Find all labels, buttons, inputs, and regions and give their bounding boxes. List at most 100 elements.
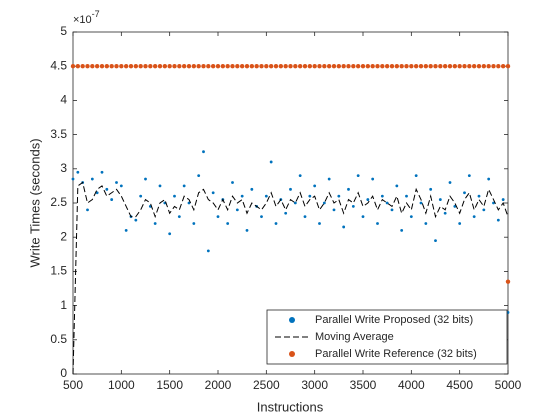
data-point [173,194,176,198]
data-point [250,187,254,191]
data-point [327,177,331,181]
data-point [254,63,259,69]
data-point [128,63,134,69]
data-point [380,63,385,69]
data-point [501,198,505,201]
data-point [104,63,110,69]
data-point [404,63,409,69]
data-point [366,198,370,201]
data-point [360,63,366,69]
data-point [326,63,332,69]
data-point [491,63,496,69]
data-point [297,63,303,69]
data-point [370,63,375,69]
data-point [361,215,365,219]
data-point [99,63,105,69]
data-point [182,184,186,188]
data-point [486,63,491,69]
data-point [487,177,491,181]
y-tick-label: 2 [60,229,67,243]
data-point [225,63,230,69]
data-point [206,249,210,253]
data-point [500,63,506,69]
data-point [216,215,220,219]
data-point [268,63,274,69]
data-point [413,63,419,69]
data-point [453,205,457,208]
legend-swatch [289,317,295,323]
data-point [75,63,81,69]
data-point [322,63,327,69]
data-point [249,63,255,69]
data-point [110,198,114,201]
data-point [115,181,118,184]
data-point [210,63,216,69]
x-tick-label: 500 [63,378,83,392]
x-tick-label: 1000 [108,378,135,392]
data-point [438,198,442,201]
y-exponent-base: ×10 [73,14,92,26]
data-point [123,63,129,69]
data-point [342,225,346,229]
data-point [100,170,104,174]
x-tick-label: 5000 [495,378,522,392]
data-point [351,63,356,69]
data-point [434,239,437,243]
data-point [235,63,240,69]
data-point [80,63,85,69]
data-point [202,150,205,154]
data-point [452,63,458,69]
data-point [231,181,234,184]
data-point [274,222,278,225]
data-point [226,222,230,225]
data-point [152,63,158,69]
data-point [356,174,360,178]
data-point [448,181,452,184]
data-point [95,191,99,195]
data-point [177,215,181,219]
data-point [139,194,143,198]
data-point [405,194,408,198]
data-point [462,63,467,69]
y-tick-label: 4 [60,93,67,107]
data-point [492,201,495,205]
data-point [423,63,429,69]
data-point [259,63,264,69]
data-point [181,63,187,69]
data-point [346,63,351,69]
data-point [394,63,400,69]
x-tick-label: 2500 [253,378,280,392]
x-axis-label: Instructions [257,399,324,414]
data-point [428,63,433,69]
data-point [196,63,201,69]
data-point [187,201,191,205]
data-point [211,191,215,195]
data-point [390,208,394,212]
data-point [409,215,413,219]
data-point [109,63,114,69]
data-point [148,63,153,69]
data-point [192,222,196,225]
data-point [365,63,371,69]
data-point [162,63,168,69]
y-exponent: ×10-7 [73,9,100,26]
x-tick-label: 3000 [301,378,328,392]
data-point [317,63,322,69]
y-tick-label: 3.5 [50,127,67,141]
data-point [447,63,453,69]
data-point [313,184,317,188]
data-point [496,218,500,222]
data-point [240,194,244,198]
data-point [400,228,404,232]
data-point [144,177,147,181]
data-point [371,177,375,181]
data-point [476,63,482,69]
x-tick-label: 4500 [446,378,473,392]
data-point [220,63,226,69]
legend-label: Moving Average [315,331,394,343]
data-point [138,63,143,69]
data-point [157,63,163,69]
data-point [293,63,298,69]
data-point [201,63,206,69]
